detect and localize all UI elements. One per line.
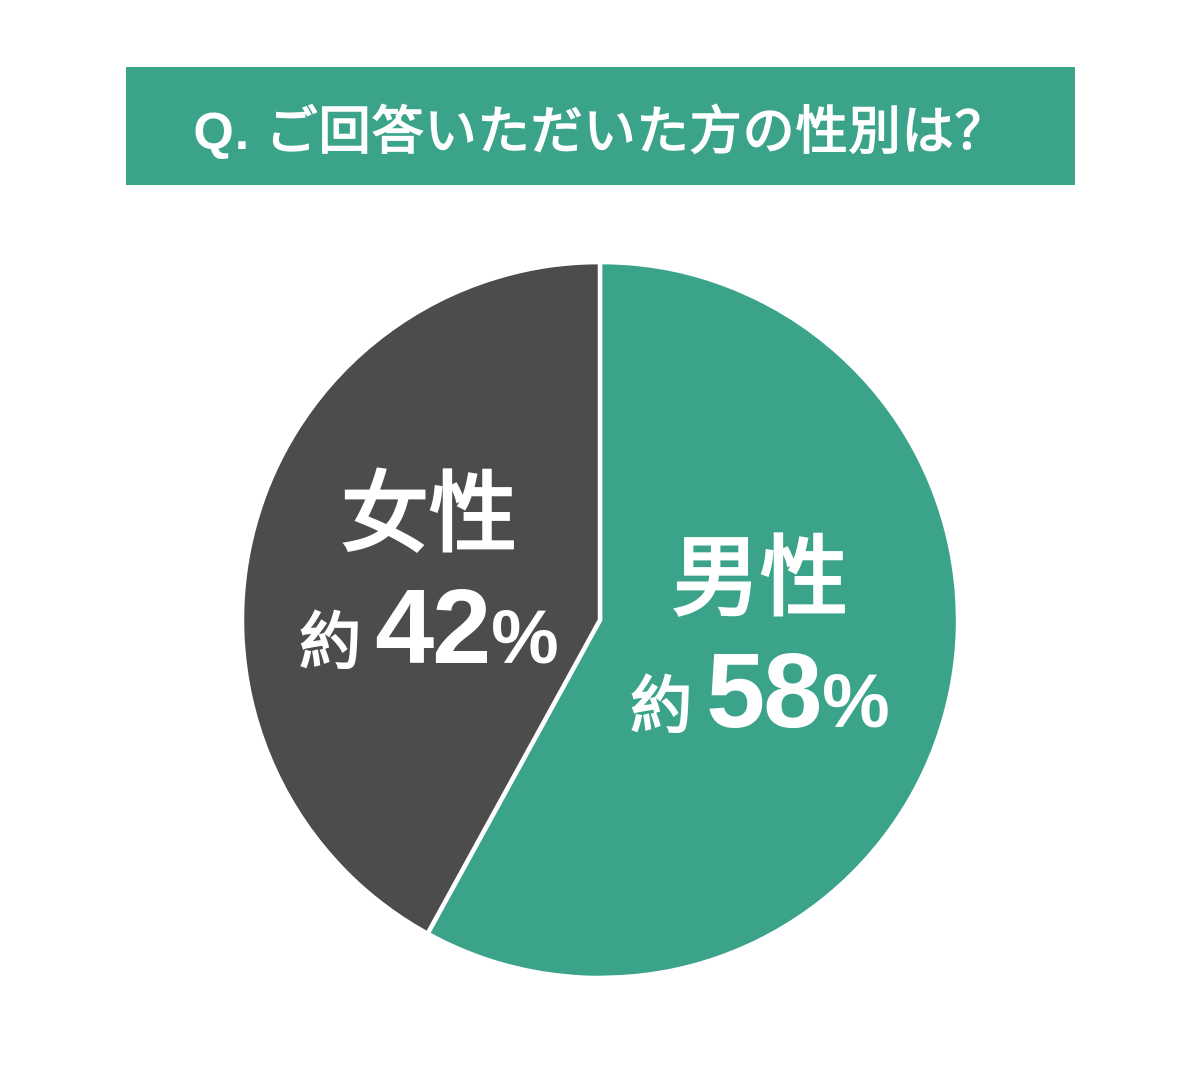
pie-slice-male <box>425 259 961 981</box>
question-banner: Q. ご回答いただいた方の性別は？ <box>126 67 1075 185</box>
slice-name-female: 女性 <box>340 464 517 563</box>
percent-number-female: 42 <box>375 568 491 686</box>
percent-sign-male: % <box>822 659 890 744</box>
approx-prefix-male: 約 <box>630 672 693 741</box>
percent-number-male: 58 <box>706 632 822 750</box>
question-title: Q. ご回答いただいた方の性別は？ <box>193 102 1008 161</box>
slice-label-female: 女性 約 42 % <box>299 464 559 681</box>
pie-slice-female <box>239 259 603 936</box>
slice-value-male: 約 58 % <box>630 638 890 744</box>
percent-sign-female: % <box>491 595 559 680</box>
slice-name-male: 男性 <box>671 528 848 627</box>
approx-prefix-female: 約 <box>299 608 362 677</box>
slice-label-male: 男性 約 58 % <box>630 528 890 745</box>
slice-value-female: 約 42 % <box>299 574 559 680</box>
